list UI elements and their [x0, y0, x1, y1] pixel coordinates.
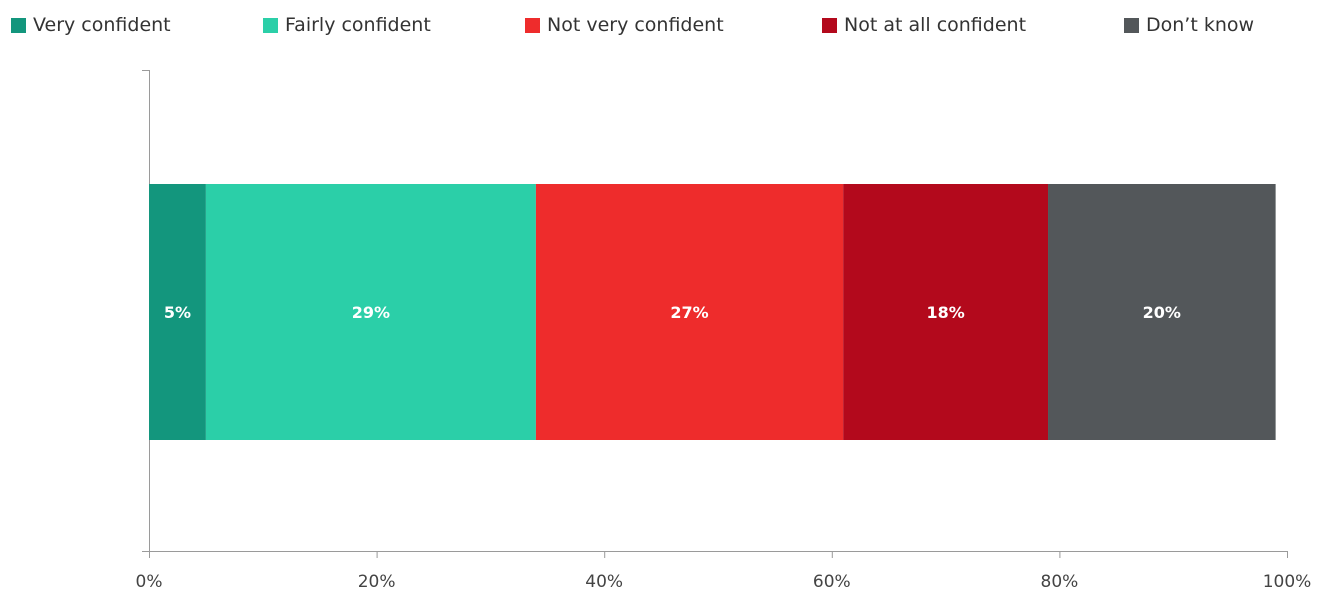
- legend-swatch: [525, 17, 540, 33]
- legend-label: Very confident: [33, 14, 171, 36]
- bar-data-label: 29%: [352, 303, 390, 322]
- legend-swatch: [1124, 17, 1139, 33]
- bar-segment: [1048, 184, 1276, 440]
- bar-segment: [535, 184, 844, 440]
- legend-item: Not very confident: [525, 11, 724, 39]
- chart-legend: Very confident Fairly confident Not very c…: [0, 0, 1328, 50]
- legend-item: Not at all confident: [822, 11, 1026, 39]
- legend-item: Very confident: [11, 11, 171, 39]
- legend-swatch: [11, 17, 26, 33]
- legend-label: Not very confident: [547, 14, 724, 36]
- legend-label: Fairly confident: [285, 14, 431, 36]
- x-tick-label: 60%: [813, 572, 851, 592]
- x-tick-label: 80%: [1041, 572, 1079, 592]
- legend-swatch: [263, 17, 278, 33]
- legend-label: Don’t know: [1146, 14, 1255, 36]
- bar-data-label: 5%: [164, 303, 191, 322]
- bar-data-label: 27%: [670, 303, 708, 322]
- x-tick-label: 20%: [358, 572, 396, 592]
- legend-label: Not at all confident: [844, 14, 1027, 36]
- x-tick-label: 0%: [136, 572, 163, 592]
- bar-segment: [149, 184, 206, 440]
- bar-data-label: 18%: [926, 303, 964, 322]
- bar-data-label: 20%: [1143, 303, 1181, 322]
- legend-swatch: [822, 17, 837, 33]
- bar-segment: [205, 184, 536, 440]
- x-tick-label: 40%: [585, 572, 623, 592]
- legend-item: Fairly confident: [263, 11, 431, 39]
- x-tick-label: 100%: [1263, 572, 1312, 592]
- legend-item: Don’t know: [1124, 11, 1254, 39]
- bar-segment: [843, 184, 1049, 440]
